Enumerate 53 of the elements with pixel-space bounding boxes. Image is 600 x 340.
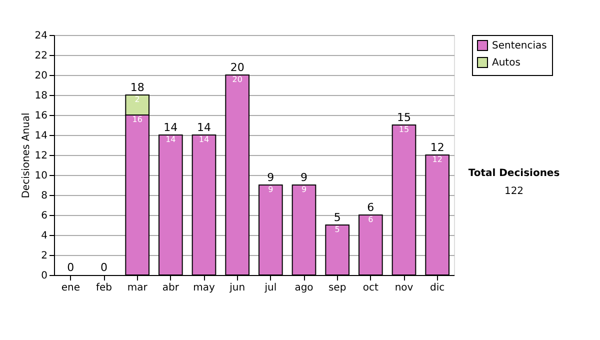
legend-label: Autos (492, 58, 520, 68)
x-tick-label: jun (228, 282, 246, 294)
data-label: 14 (198, 135, 210, 144)
x-tick-label: may (193, 282, 215, 294)
data-label: 6 (368, 215, 374, 224)
total-label: 6 (367, 201, 374, 214)
x-tick-label: jul (264, 282, 277, 294)
y-axis-title: Decisiones Anual (20, 112, 32, 198)
legend-label: Sentencias (492, 40, 547, 52)
x-tick-label: nov (394, 282, 414, 294)
y-tick-label: 2 (41, 250, 48, 262)
total-label: 12 (430, 141, 444, 154)
data-label: 15 (398, 125, 410, 134)
x-tick-label: oct (362, 282, 379, 294)
y-tick-label: 4 (41, 230, 48, 242)
total-label: 9 (300, 171, 308, 184)
total-label: 5 (334, 211, 341, 224)
total-label: 0 (67, 261, 74, 274)
y-tick-label: 14 (34, 130, 48, 142)
y-tick-label: 20 (34, 70, 48, 82)
y-tick-label: 0 (41, 270, 48, 282)
y-tick-label: 6 (41, 210, 48, 222)
y-tick-label: 22 (34, 50, 48, 62)
total-label: 0 (100, 261, 108, 274)
total-label: 14 (197, 121, 211, 134)
y-tick-label: 8 (41, 190, 48, 202)
data-label: 9 (268, 185, 274, 194)
total-label: 14 (164, 121, 178, 134)
data-label: 9 (301, 185, 307, 194)
x-tick-label: dic (430, 282, 445, 294)
data-label: 16 (132, 115, 142, 124)
data-label: 14 (166, 135, 176, 144)
total-label: 9 (267, 171, 274, 184)
total-label: 15 (397, 111, 411, 124)
text: Total Decisiones (468, 168, 560, 179)
total-label: 20 (230, 61, 244, 74)
x-tick-label: sep (328, 282, 346, 294)
x-tick-label: ago (294, 282, 314, 294)
y-tick-label: 10 (34, 170, 48, 182)
y-tick-label: 18 (34, 90, 48, 102)
data-label: 2 (134, 95, 140, 104)
x-tick-label: mar (127, 282, 148, 294)
x-tick-label: ene (61, 282, 80, 294)
y-tick-label: 24 (34, 30, 48, 42)
x-tick-label: feb (96, 282, 112, 294)
y-tick-label: 16 (34, 110, 48, 122)
data-label: 20 (232, 75, 242, 84)
text: 122 (504, 186, 524, 197)
data-label: 5 (334, 225, 340, 234)
total-label: 18 (130, 81, 144, 94)
y-tick-label: 12 (34, 150, 48, 162)
data-label: 12 (432, 155, 442, 164)
x-tick-label: abr (162, 282, 180, 294)
